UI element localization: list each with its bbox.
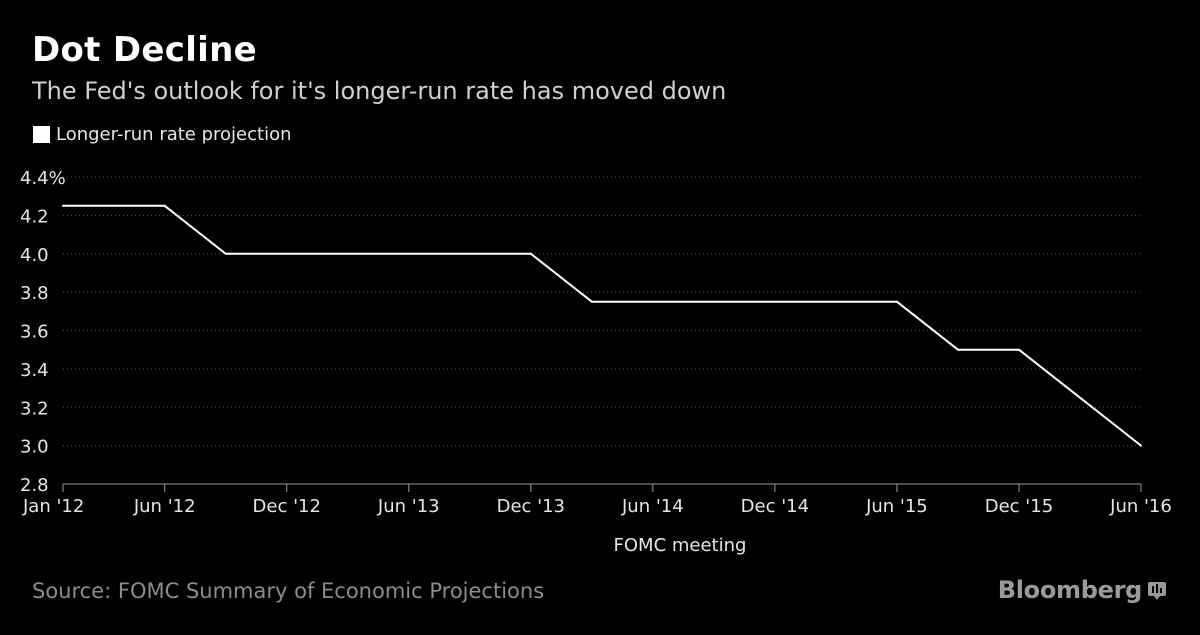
x-tick-label: Dec '15 xyxy=(985,496,1053,517)
x-tick-label: Jun '16 xyxy=(1109,496,1172,517)
data-point xyxy=(224,252,227,255)
x-tick-label: Jun '12 xyxy=(133,496,196,517)
y-tick-label: 4.4% xyxy=(20,168,66,189)
data-point xyxy=(1017,348,1020,351)
legend-swatch xyxy=(33,126,50,143)
bloomberg-logo-icon xyxy=(1148,582,1166,600)
source-note: Source: FOMC Summary of Economic Project… xyxy=(32,579,545,603)
legend-label: Longer-run rate projection xyxy=(56,124,292,145)
brand: Bloomberg xyxy=(998,576,1166,604)
x-tick-label: Jun '14 xyxy=(621,496,684,517)
data-point xyxy=(1140,444,1142,447)
y-tick-label: 3.6 xyxy=(20,322,49,343)
y-tick-label: 2.8 xyxy=(20,475,49,496)
x-tick-label: Dec '13 xyxy=(497,496,565,517)
chart-subtitle: The Fed's outlook for it's longer-run ra… xyxy=(32,77,727,105)
brand-logo-text: Bloomberg xyxy=(997,576,1143,604)
data-point xyxy=(529,252,532,255)
data-point xyxy=(62,204,64,207)
y-tick-label: 3.0 xyxy=(20,437,49,458)
x-tick-label: Jun '13 xyxy=(377,496,440,517)
legend: Longer-run rate projection xyxy=(33,124,292,145)
chart-title: Dot Decline xyxy=(32,30,257,70)
x-tick-label: Jun '15 xyxy=(865,496,928,517)
data-point xyxy=(590,300,593,303)
y-tick-label: 3.2 xyxy=(20,398,49,419)
y-tick-label: 3.8 xyxy=(20,283,49,304)
series-line xyxy=(63,204,1142,447)
y-tick-label: 4.0 xyxy=(20,245,49,266)
x-tick-label: Dec '14 xyxy=(741,496,809,517)
data-point xyxy=(956,348,959,351)
data-point xyxy=(163,204,166,207)
x-tick-label: Dec '12 xyxy=(253,496,321,517)
x-tick-label: Jan '12 xyxy=(22,496,84,517)
y-tick-label: 3.4 xyxy=(20,360,49,381)
data-point xyxy=(895,300,898,303)
x-axis-title: FOMC meeting xyxy=(614,535,747,556)
y-tick-label: 4.2 xyxy=(20,206,49,227)
